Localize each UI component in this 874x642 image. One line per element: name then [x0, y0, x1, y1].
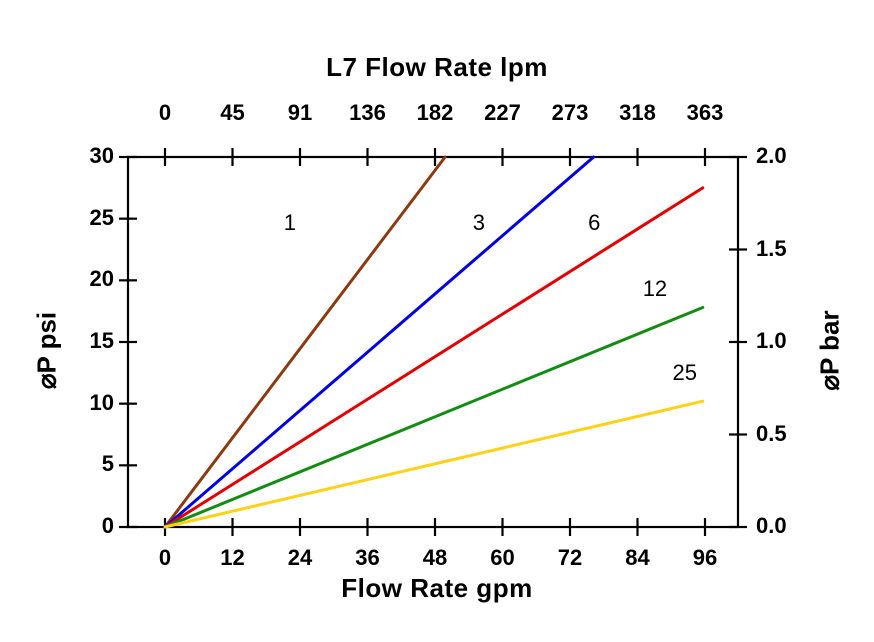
y2-tick-label-2: 1.0	[756, 328, 787, 353]
x-tick-label-6: 72	[557, 545, 583, 570]
curve-label-25: 25	[672, 360, 697, 386]
top-tick-label-3: 136	[349, 100, 386, 125]
top-axis-title: L7 Flow Rate lpm	[326, 52, 548, 82]
x-tick-label-8: 96	[692, 545, 718, 570]
data-curves	[163, 155, 705, 529]
x-tick-label-4: 48	[422, 545, 448, 570]
curve-label-12: 12	[642, 276, 668, 302]
axis-tick-marks	[119, 148, 747, 536]
curve-12	[163, 305, 705, 529]
y-tick-label-1: 5	[101, 451, 114, 477]
y2-tick-label-0: 0.0	[756, 513, 787, 538]
y-tick-label-0: 0	[101, 513, 114, 538]
curve-25	[163, 399, 705, 529]
x-tick-label-1: 12	[220, 545, 245, 570]
top-tick-label-4: 182	[416, 100, 454, 125]
y-tick-label-2: 10	[89, 389, 114, 415]
curve-3	[163, 155, 596, 529]
axis-frame-rect	[126, 155, 740, 529]
x-tick-label-7: 84	[625, 545, 650, 570]
top-tick-label-2: 91	[287, 100, 313, 125]
y-tick-label-3: 15	[89, 328, 114, 353]
y-tick-label-4: 20	[89, 266, 114, 292]
curve-label-1: 1	[283, 209, 296, 235]
top-tick-label-6: 273	[551, 100, 589, 125]
axis-frame	[126, 155, 740, 529]
x-tick-label-5: 60	[490, 545, 515, 570]
curve-label-6: 6	[588, 209, 601, 235]
top-tick-label-0: 0	[158, 100, 172, 125]
curve-6	[163, 186, 705, 529]
y-tick-label-6: 30	[89, 143, 114, 168]
y-tick-label-5: 25	[89, 204, 114, 230]
top-tick-label-5: 227	[484, 100, 521, 125]
top-tick-label-1: 45	[220, 100, 245, 125]
y2-tick-label-1: 0.5	[756, 420, 787, 446]
y2-tick-label-4: 2.0	[756, 143, 787, 168]
top-tick-label-8: 363	[686, 100, 724, 125]
y2-tick-label-3: 1.5	[756, 235, 787, 261]
top-tick-label-7: 318	[619, 100, 656, 125]
x-axis-title: Flow Rate gpm	[341, 573, 533, 603]
curve-label-3: 3	[472, 209, 485, 235]
x-tick-label-2: 24	[287, 545, 313, 570]
x-tick-label-3: 36	[355, 545, 380, 570]
curve-1	[163, 155, 447, 529]
x-tick-label-0: 0	[158, 545, 172, 570]
